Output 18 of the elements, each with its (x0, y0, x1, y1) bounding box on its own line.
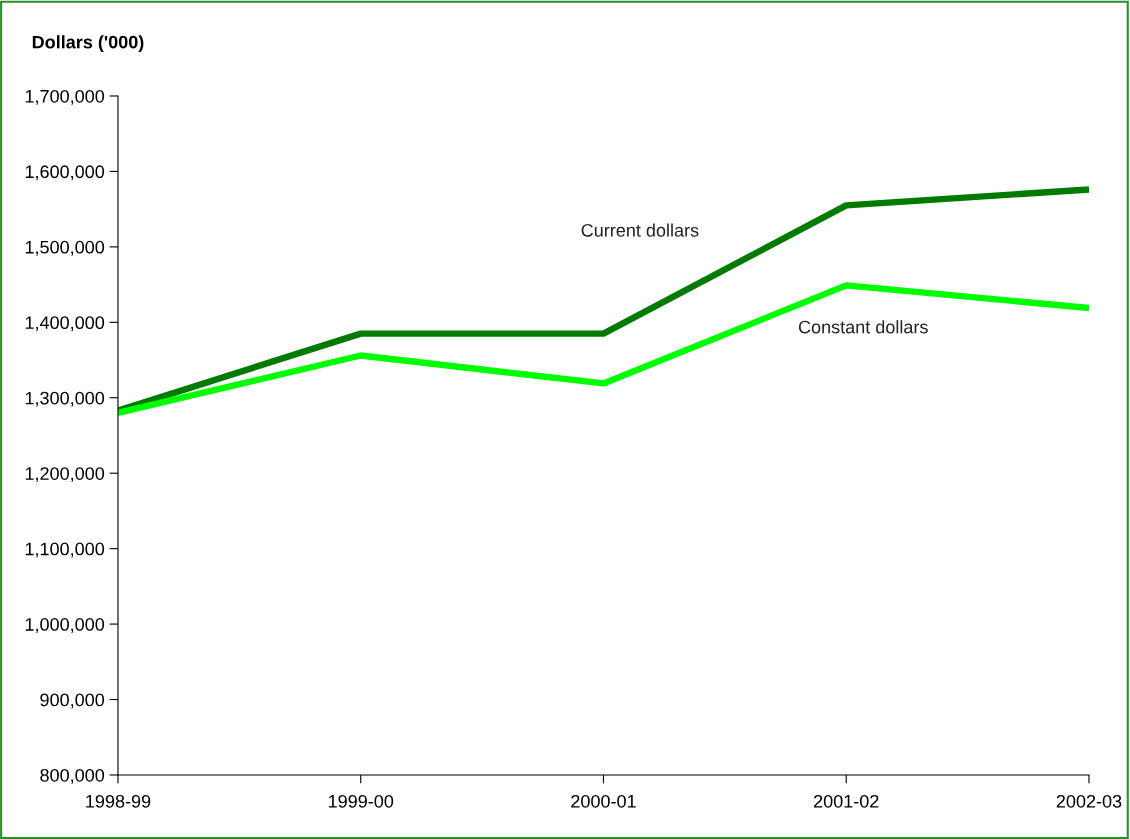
y-tick-label: 1,700,000 (25, 89, 105, 105)
text: Current dollars (581, 223, 699, 237)
y-tick-label: 1,400,000 (25, 316, 105, 332)
x-tick-label: 2002-03 (1056, 794, 1122, 808)
y-tick-label: 1,100,000 (25, 542, 105, 558)
y-axis-title: Dollars ('000) (32, 35, 144, 53)
y-tick-label: 1,600,000 (25, 165, 105, 181)
x-tick-label: 2000-01 (571, 794, 636, 808)
series-label: Constant dollars (798, 320, 928, 334)
y-tick-label: 800,000 (40, 768, 105, 784)
y-tick-label: 1,000,000 (25, 618, 105, 633)
x-tick-label: 1998-99 (86, 794, 151, 808)
x-tick-label: 1999-00 (328, 794, 394, 808)
x-tick-label: 2001-02 (814, 794, 879, 808)
y-tick-label: 1,500,000 (25, 240, 105, 256)
y-tick-label: 900,000 (40, 693, 105, 709)
y-tick-label: 1,200,000 (25, 467, 105, 483)
y-tick-label: 1,300,000 (25, 391, 105, 407)
